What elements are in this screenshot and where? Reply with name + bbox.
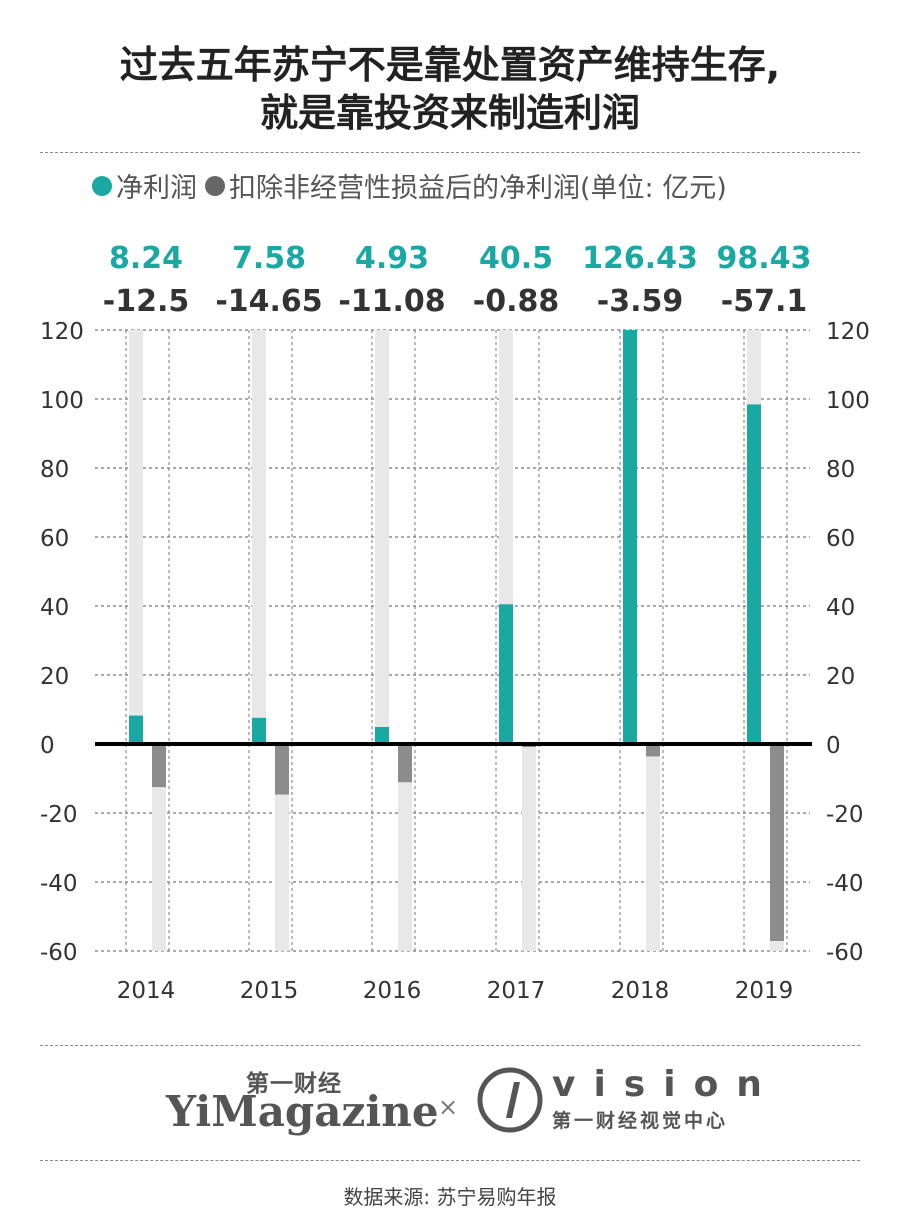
data-source: 数据来源: 苏宁易购年报	[343, 1185, 557, 1209]
bar-adj-2015	[275, 744, 289, 795]
bar-net-2016	[375, 726, 389, 744]
label-net-2015: 7.58	[232, 241, 306, 276]
bar-chart: 120 120 100 100 80 80 60 60 40 40 20 20 0 0 -20 -20 -40 -…	[40, 241, 870, 1004]
track-adj-2018	[646, 744, 660, 951]
label-adj-2014: -12.5	[103, 284, 189, 319]
label-net-2017: 40.5	[479, 241, 553, 276]
y-tick-right--60: -60	[826, 940, 864, 966]
y-tick-left--20: -20	[40, 802, 78, 828]
y-tick-right-60: 60	[826, 526, 855, 552]
y-tick-right-20: 20	[826, 664, 855, 690]
label-adj-2018: -3.59	[597, 284, 683, 319]
y-tick-left-100: 100	[40, 388, 84, 414]
vision-logo-cn: 第一财经视觉中心	[552, 1110, 729, 1132]
legend-dot-net	[92, 175, 112, 196]
legend-dot-adj	[205, 175, 225, 196]
x-tick-2015: 2015	[240, 978, 299, 1004]
y-tick-left--40: -40	[40, 871, 78, 897]
bar-net-2017	[499, 604, 513, 744]
divider-bottom	[40, 1160, 860, 1161]
x-tick-2018: 2018	[611, 978, 670, 1004]
legend-item-net: 净利润	[92, 166, 197, 205]
track-adj-2017	[522, 744, 536, 951]
bar-net-2019	[747, 404, 761, 744]
bar-adj-2018	[646, 744, 660, 757]
y-tick-right-100: 100	[826, 388, 870, 414]
y-tick-left-0: 0	[40, 733, 55, 759]
label-adj-2016: -11.08	[338, 284, 445, 319]
y-tick-left-60: 60	[40, 526, 69, 552]
vision-logo-icon	[477, 1067, 543, 1133]
divider-middle	[40, 1045, 860, 1046]
x-tick-2017: 2017	[487, 978, 546, 1004]
bar-adj-2019	[770, 744, 784, 941]
y-tick-right-40: 40	[826, 595, 855, 621]
legend-item-adj: 扣除非经营性损益后的净利润(单位: 亿元)	[205, 166, 727, 205]
y-tick-right--20: -20	[826, 802, 864, 828]
y-tick-left-40: 40	[40, 595, 69, 621]
vision-logo-word: vision	[552, 1064, 780, 1105]
chart-title-line-2: 就是靠投资来制造利润	[259, 91, 640, 135]
y-tick-right-80: 80	[826, 457, 855, 483]
track-adj-2015	[275, 744, 289, 951]
bar-adj-2016	[398, 744, 412, 783]
y-tick-right-120: 120	[826, 319, 870, 345]
label-adj-2017: -0.88	[473, 284, 559, 319]
bar-net-2015	[252, 717, 266, 744]
yimagazine-logo-cn: 第一财经	[246, 1071, 342, 1097]
track-adj-2016	[398, 744, 412, 951]
label-net-2018: 126.43	[582, 241, 698, 276]
y-tick-left-20: 20	[40, 664, 69, 690]
bar-net-2014	[129, 715, 143, 744]
track-net-2016	[375, 330, 389, 744]
x-tick-2014: 2014	[117, 978, 176, 1004]
bar-adj-2014	[152, 744, 166, 788]
x-tick-2016: 2016	[363, 978, 422, 1004]
chart-title-line-1: 过去五年苏宁不是靠处置资产维持生存,	[119, 43, 781, 87]
legend: 净利润 扣除非经营性损益后的净利润(单位: 亿元)	[92, 166, 735, 205]
label-net-2016: 4.93	[355, 241, 429, 276]
x-tick-2019: 2019	[735, 978, 794, 1004]
label-net-2014: 8.24	[109, 241, 183, 276]
track-net-2014	[129, 330, 143, 744]
y-tick-left-80: 80	[40, 457, 69, 483]
y-tick-right-0: 0	[826, 733, 841, 759]
track-net-2015	[252, 330, 266, 744]
legend-label-adj: 扣除非经营性损益后的净利润(单位: 亿元)	[229, 173, 727, 204]
yimagazine-logo: YiMagazine	[166, 1087, 439, 1136]
legend-label-net: 净利润	[116, 173, 197, 204]
label-net-2019: 98.43	[717, 241, 812, 276]
label-adj-2019: -57.1	[721, 284, 807, 319]
bar-net-2018	[623, 330, 637, 744]
track-adj-2014	[152, 744, 166, 951]
collab-cross: ×	[438, 1093, 459, 1121]
y-tick-right--40: -40	[826, 871, 864, 897]
divider-top	[40, 152, 860, 153]
y-tick-left--60: -60	[40, 940, 78, 966]
label-adj-2015: -14.65	[215, 284, 322, 319]
y-tick-left-120: 120	[40, 319, 84, 345]
